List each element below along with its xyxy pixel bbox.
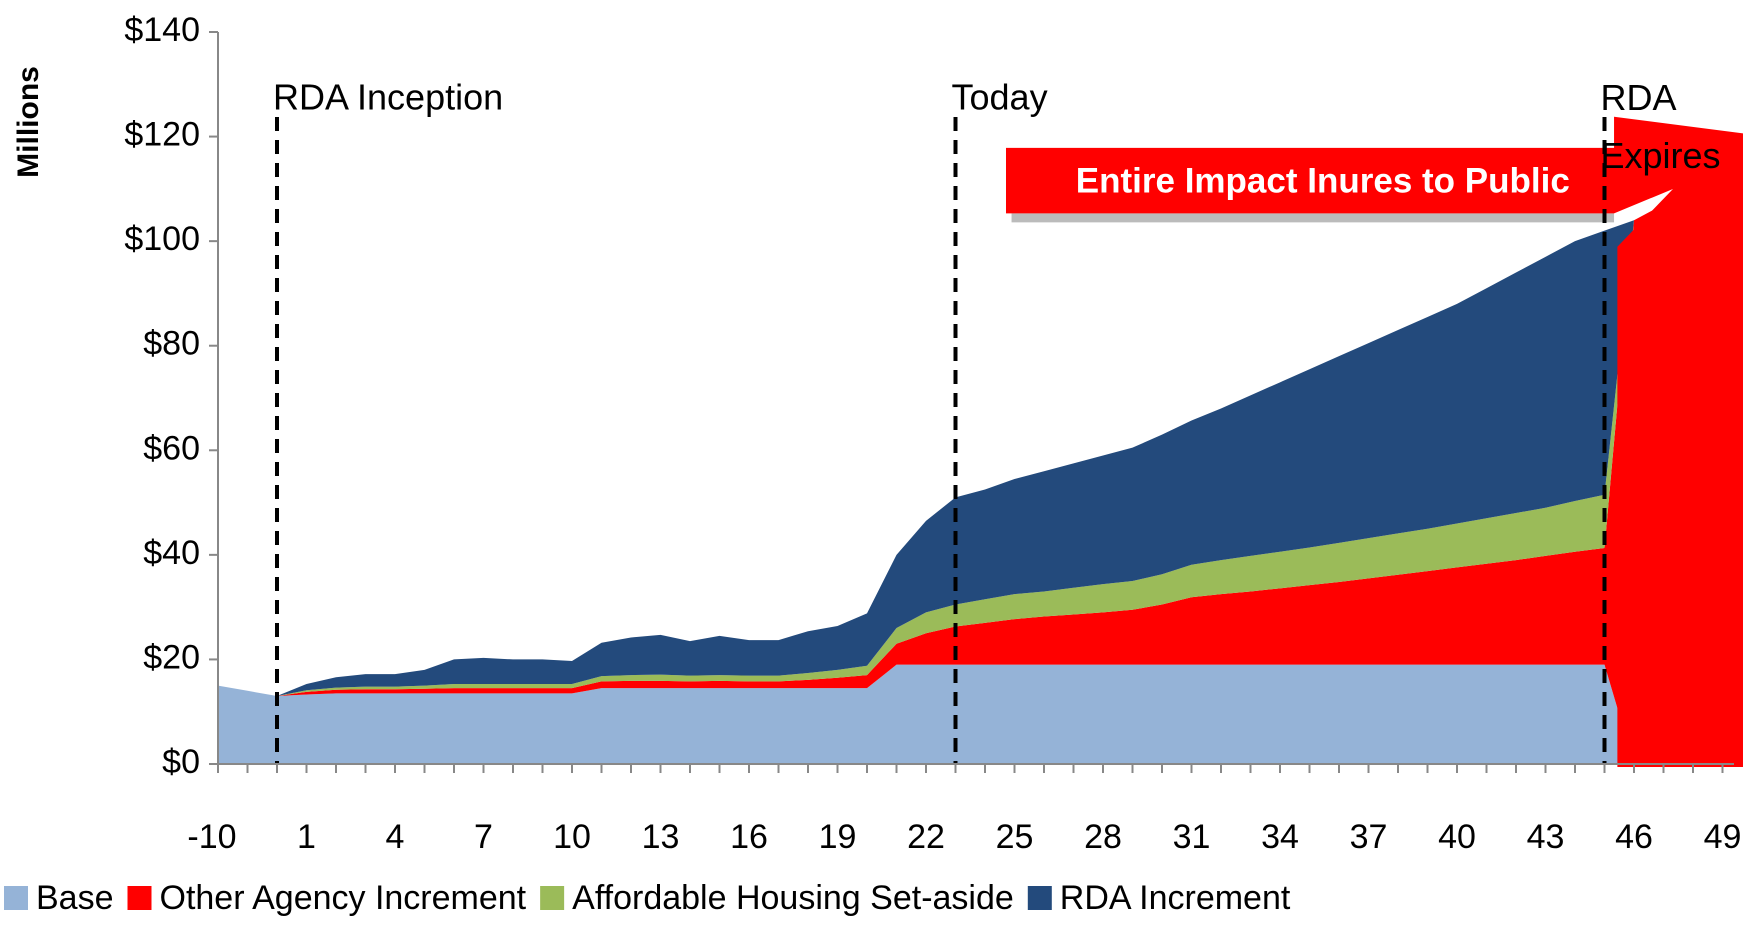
legend-swatch	[540, 886, 565, 910]
legend-swatch	[4, 886, 28, 910]
legend-label: RDA Increment	[1060, 879, 1291, 917]
overlay: Entire Impact Inures to Public RDA Incept…	[273, 77, 1743, 768]
legend-label: Affordable Housing Set-aside	[572, 879, 1014, 917]
y-tick-label: $120	[124, 116, 200, 154]
y-tick-label: $80	[143, 325, 200, 363]
y-axis-label: Millions	[12, 66, 45, 178]
x-tick-label: 22	[907, 818, 945, 856]
x-tick-label: 25	[996, 818, 1034, 856]
x-tick-label: 46	[1615, 818, 1653, 856]
annotation: RDA Expires	[1601, 77, 1721, 176]
x-tick-label: 49	[1704, 818, 1742, 856]
x-tick-label: 40	[1438, 818, 1476, 856]
annotation: RDA Inception	[273, 77, 503, 118]
x-tick-label: 4	[386, 818, 405, 856]
x-tick-label: 31	[1173, 818, 1211, 856]
arrow	[1005, 116, 1743, 768]
legend-swatch	[127, 886, 152, 910]
x-tick-label: 1	[297, 818, 316, 856]
y-tick-label: $60	[143, 429, 200, 467]
x-tick-label: 43	[1527, 818, 1565, 856]
y-tick-label: $20	[143, 638, 200, 676]
y-tick-label: $40	[143, 534, 200, 572]
x-tick-label: 13	[642, 818, 680, 856]
y-tick-label: $140	[124, 11, 200, 49]
x-tick-label: 34	[1261, 818, 1299, 856]
arrow-text: Entire Impact Inures to Public	[1076, 162, 1570, 201]
area	[218, 173, 1723, 764]
y-tick-label: $0	[162, 743, 200, 781]
y-tick-label: $100	[124, 220, 200, 258]
legend-swatch	[1027, 886, 1052, 910]
x-tick-label: 10	[553, 818, 591, 856]
x-tick-label: -10	[187, 818, 236, 856]
arrow-shadow	[1011, 213, 1615, 223]
legend-label: Other Agency Increment	[160, 879, 527, 917]
area	[218, 664, 1723, 764]
areas	[218, 173, 1723, 764]
x-tick-label: 19	[819, 818, 857, 856]
x-tick-label: 37	[1350, 818, 1388, 856]
x-tick-label: 28	[1084, 818, 1122, 856]
area	[218, 173, 1723, 697]
legend-label: Base	[36, 879, 114, 917]
annotation: Today	[952, 77, 1048, 118]
x-tick-label: 16	[730, 818, 768, 856]
x-tick-label: 7	[474, 818, 493, 856]
area	[218, 173, 1723, 697]
